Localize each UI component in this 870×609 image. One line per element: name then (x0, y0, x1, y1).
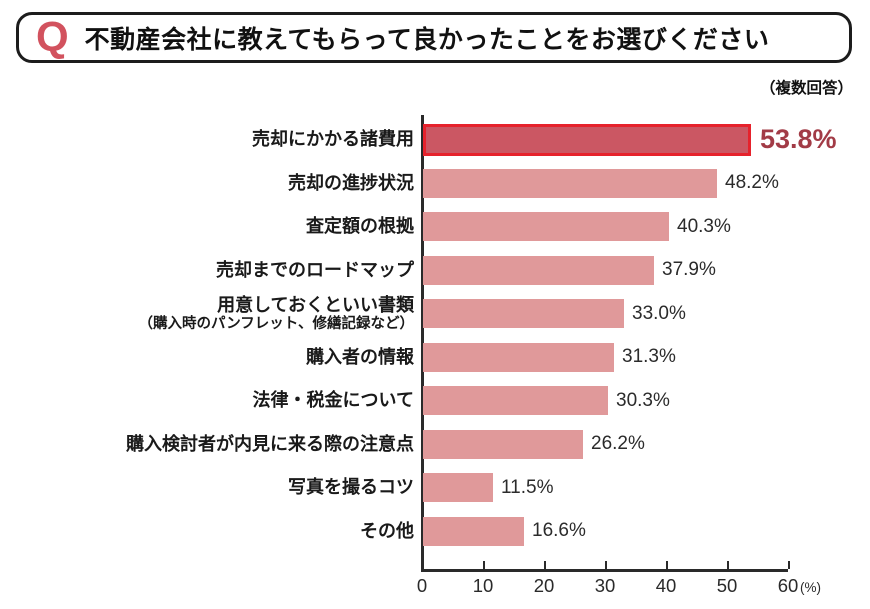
x-tick (788, 561, 790, 569)
bar-value: 11.5% (501, 476, 554, 498)
bar-rows: 売却にかかる諸費用 53.8% 売却の進捗状況 48.2% 査定額の根拠 40.… (0, 118, 870, 553)
table-row: 用意しておくといい書類 （購入時のパンフレット、修繕記録など） 33.0% (0, 292, 870, 336)
bar-label: 売却の進捗状況 (0, 173, 423, 194)
bar-label-main: 売却までのロードマップ (216, 259, 414, 280)
bar-label-main: 売却にかかる諸費用 (252, 129, 414, 150)
bar-label-main: 査定額の根拠 (306, 216, 414, 237)
x-tick-label: 30 (594, 575, 616, 596)
bar-value: 40.3% (677, 215, 731, 237)
x-axis (421, 569, 788, 572)
x-tick-label: 10 (472, 575, 494, 596)
bar-track: 33.0% (423, 292, 870, 336)
bar-track: 26.2% (423, 423, 870, 467)
bar (423, 168, 717, 198)
bar-value: 33.0% (632, 302, 686, 324)
table-row: 購入者の情報 31.3% (0, 336, 870, 380)
bar (423, 429, 583, 459)
bar (423, 473, 493, 503)
bar-label-main: その他 (360, 520, 414, 541)
bar (423, 123, 751, 156)
bar-label: その他 (0, 521, 423, 542)
bar-label: 売却までのロードマップ (0, 260, 423, 281)
q-icon: Q (36, 12, 69, 60)
bar-chart: 売却にかかる諸費用 53.8% 売却の進捗状況 48.2% 査定額の根拠 40.… (0, 115, 870, 598)
page-title: 不動産会社に教えてもらって良かったことをお選びください (84, 25, 770, 54)
x-tick (544, 561, 546, 569)
bar-label-main: 売却の進捗状況 (288, 172, 414, 193)
table-row: 売却にかかる諸費用 53.8% (0, 118, 870, 162)
bar-label-main: 写真を撮るコツ (288, 477, 414, 498)
bar (423, 212, 669, 242)
question-header: Q 不動産会社に教えてもらって良かったことをお選びください (16, 12, 852, 63)
bar-label-main: 購入者の情報 (306, 346, 414, 367)
bar-value: 53.8% (760, 124, 837, 155)
bar-track: 30.3% (423, 379, 870, 423)
table-row: 写真を撮るコツ 11.5% (0, 466, 870, 510)
bar-track: 37.9% (423, 249, 870, 293)
bar-label-main: 法律・税金について (252, 390, 414, 411)
bar-label-main: 購入検討者が内見に来る際の注意点 (126, 433, 414, 454)
table-row: 購入検討者が内見に来る際の注意点 26.2% (0, 423, 870, 467)
bar-track: 40.3% (423, 205, 870, 249)
percent-unit-label: (%) (800, 580, 821, 595)
bar-track: 31.3% (423, 336, 870, 380)
bar-track: 11.5% (423, 466, 870, 510)
x-tick-label: 20 (533, 575, 555, 596)
bar-label: 購入検討者が内見に来る際の注意点 (0, 434, 423, 455)
bar-label: 法律・税金について (0, 390, 423, 411)
x-tick-label: 50 (716, 575, 738, 596)
bar-label: 売却にかかる諸費用 (0, 129, 423, 150)
bar-value: 37.9% (662, 259, 716, 281)
x-tick (666, 561, 668, 569)
bar (423, 516, 524, 546)
bar-label-main: 用意しておくといい書類 (217, 295, 414, 316)
x-tick-label: 40 (655, 575, 677, 596)
table-row: 査定額の根拠 40.3% (0, 205, 870, 249)
bar-label: 査定額の根拠 (0, 216, 423, 237)
bar-value: 31.3% (622, 346, 676, 368)
table-row: その他 16.6% (0, 510, 870, 554)
bar-value: 30.3% (616, 389, 670, 411)
bar (423, 342, 614, 372)
multiple-answer-note: （複数回答） (759, 80, 853, 97)
bar-label: 用意しておくといい書類 （購入時のパンフレット、修繕記録など） (0, 295, 423, 332)
bar-value: 26.2% (591, 433, 645, 455)
bar-value: 16.6% (532, 520, 586, 542)
table-row: 法律・税金について 30.3% (0, 379, 870, 423)
x-tick (483, 561, 485, 569)
bar-track: 53.8% (423, 118, 870, 162)
bar-label-sub: （購入時のパンフレット、修繕記録など） (138, 315, 415, 332)
bar-label: 写真を撮るコツ (0, 477, 423, 498)
x-tick-label: 60 (777, 575, 799, 596)
bar (423, 255, 654, 285)
x-tick (605, 561, 607, 569)
x-tick (727, 561, 729, 569)
bar (423, 299, 624, 329)
bar-value: 48.2% (725, 172, 779, 194)
table-row: 売却の進捗状況 48.2% (0, 162, 870, 206)
table-row: 売却までのロードマップ 37.9% (0, 249, 870, 293)
bar-track: 16.6% (423, 510, 870, 554)
bar-label: 購入者の情報 (0, 347, 423, 368)
bar-track: 48.2% (423, 162, 870, 206)
y-axis (421, 115, 424, 572)
x-tick-label: 0 (416, 575, 428, 596)
bar (423, 386, 608, 416)
